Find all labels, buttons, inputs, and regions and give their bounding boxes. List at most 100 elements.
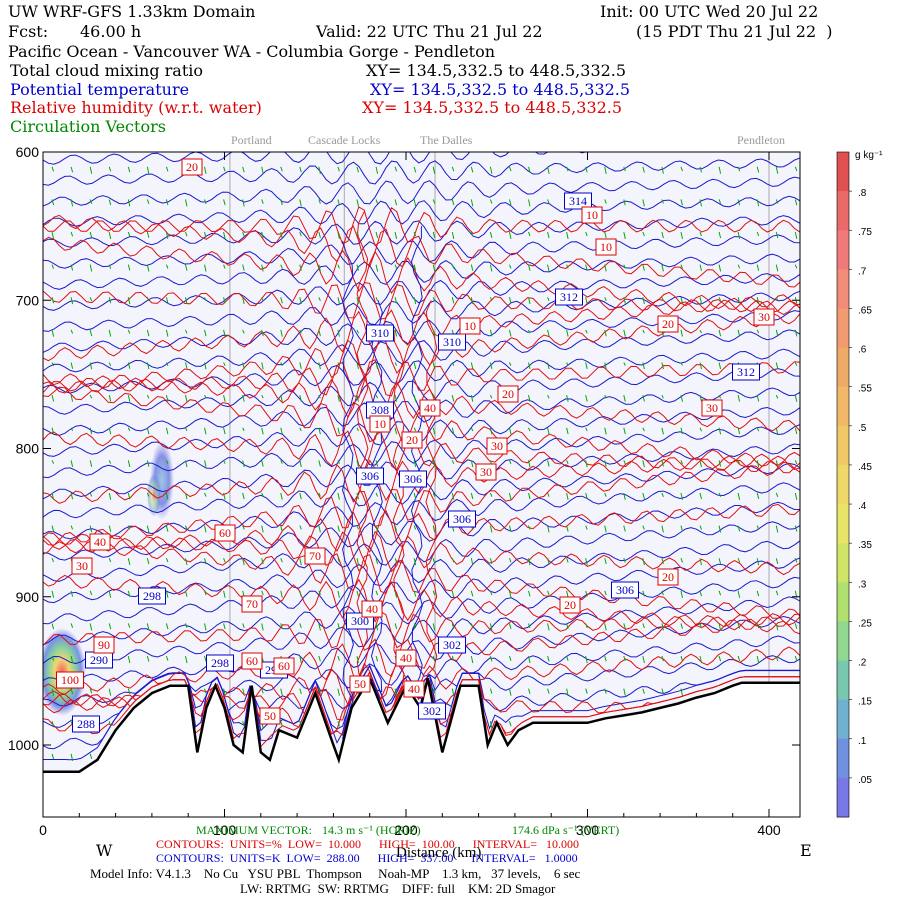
circulation-vector bbox=[356, 264, 359, 271]
circulation-vector bbox=[775, 655, 779, 662]
rh-label: 20 bbox=[186, 160, 198, 174]
circulation-vector bbox=[184, 264, 188, 271]
circulation-vector bbox=[280, 721, 283, 727]
circulation-vector bbox=[508, 688, 512, 696]
theta-contour bbox=[43, 215, 800, 248]
circulation-vector bbox=[204, 460, 207, 467]
circulation-vector bbox=[318, 427, 321, 435]
circulation-vector bbox=[680, 623, 683, 629]
circulation-vector bbox=[547, 623, 550, 631]
theta-contour bbox=[43, 176, 800, 207]
circulation-vector bbox=[642, 297, 645, 305]
circulation-vector bbox=[604, 460, 607, 467]
circulation-vector bbox=[699, 264, 702, 271]
circulation-vector bbox=[165, 264, 169, 269]
theta-contour bbox=[43, 157, 800, 186]
circulation-vector bbox=[261, 199, 264, 204]
circulation-vector bbox=[242, 427, 245, 432]
circulation-vector bbox=[528, 460, 531, 468]
circulation-vector bbox=[794, 166, 798, 172]
circulation-vector bbox=[737, 460, 741, 465]
circulation-vector bbox=[70, 655, 74, 664]
circulation-vector bbox=[699, 623, 702, 629]
circulation-vector bbox=[794, 231, 798, 239]
circulation-vector bbox=[108, 492, 112, 500]
rh-contour bbox=[43, 386, 800, 471]
field-label-vectors: Circulation Vectors bbox=[10, 117, 166, 136]
circulation-vector bbox=[51, 623, 55, 630]
circulation-vector bbox=[280, 525, 283, 532]
circulation-vector bbox=[566, 492, 569, 500]
circulation-vector bbox=[756, 590, 760, 597]
circulation-vector bbox=[127, 525, 131, 530]
circulation-vector bbox=[756, 623, 760, 629]
circulation-vector bbox=[299, 264, 302, 271]
circulation-vector bbox=[108, 166, 112, 172]
circulation-vector bbox=[718, 460, 722, 467]
circulation-vector bbox=[223, 329, 226, 337]
circulation-vector bbox=[413, 590, 417, 597]
circulation-vector bbox=[756, 427, 760, 432]
circulation-vector bbox=[337, 297, 340, 304]
model-info: Model Info: V4.1.3 No Cu YSU PBL Thompso… bbox=[90, 866, 581, 881]
circulation-vector bbox=[89, 688, 93, 694]
circulation-vector bbox=[604, 688, 607, 694]
circulation-vector bbox=[451, 362, 455, 366]
circulation-vector bbox=[661, 362, 664, 370]
circulation-vector bbox=[604, 362, 607, 370]
circulation-vector bbox=[204, 329, 207, 337]
circulation-vector bbox=[280, 623, 283, 630]
circulation-vector bbox=[547, 199, 550, 204]
circulation-vector bbox=[737, 166, 741, 172]
circulation-vector bbox=[737, 427, 741, 435]
circulation-vector bbox=[108, 525, 112, 532]
circulation-vector bbox=[775, 558, 779, 565]
circulation-vector bbox=[146, 264, 150, 272]
circulation-vector bbox=[566, 460, 569, 465]
circulation-vector bbox=[108, 688, 112, 696]
circulation-vector bbox=[432, 688, 436, 694]
circulation-vector bbox=[489, 297, 493, 301]
circulation-vector bbox=[127, 460, 131, 468]
rh-label: 30 bbox=[758, 310, 770, 324]
circulation-vector bbox=[127, 492, 131, 500]
circulation-vector bbox=[432, 558, 436, 565]
circulation-vector bbox=[184, 655, 188, 664]
circulation-vector bbox=[528, 492, 531, 500]
circulation-vector bbox=[623, 395, 626, 402]
circulation-vector bbox=[794, 623, 798, 629]
circulation-vector bbox=[489, 590, 493, 596]
circulation-vector bbox=[604, 590, 607, 596]
circulation-vector bbox=[508, 460, 512, 465]
circulation-vector bbox=[642, 655, 645, 664]
circulation-vector bbox=[585, 492, 588, 500]
circulation-vector bbox=[51, 492, 55, 500]
circulation-vector bbox=[70, 525, 74, 530]
circulation-vector bbox=[375, 394, 379, 399]
rh-label: 10 bbox=[586, 208, 598, 222]
circulation-vector bbox=[185, 329, 188, 334]
circulation-vector bbox=[547, 492, 550, 497]
circulation-vector bbox=[165, 623, 169, 630]
x-tick-label: 200 bbox=[394, 822, 418, 838]
theta-contour bbox=[43, 406, 800, 457]
circulation-vector bbox=[51, 427, 55, 435]
colorbar-swatch bbox=[837, 386, 849, 427]
circulation-vector bbox=[775, 623, 779, 631]
circulation-vector bbox=[51, 395, 55, 402]
circulation-vector bbox=[623, 199, 626, 206]
circulation-vector bbox=[223, 623, 226, 630]
circulation-vector bbox=[470, 623, 474, 629]
circulation-vector bbox=[223, 460, 226, 464]
circulation-vector bbox=[242, 492, 245, 500]
circulation-vector bbox=[356, 166, 359, 173]
circulation-vector bbox=[165, 231, 169, 240]
circulation-vector bbox=[51, 590, 55, 598]
rh-label: 10 bbox=[374, 417, 386, 431]
circulation-vector bbox=[299, 199, 302, 207]
circulation-vector bbox=[394, 297, 398, 304]
circulation-vector bbox=[51, 264, 55, 269]
circulation-vector bbox=[146, 427, 150, 435]
circulation-vector bbox=[547, 460, 550, 467]
rh-label: 70 bbox=[246, 597, 258, 611]
